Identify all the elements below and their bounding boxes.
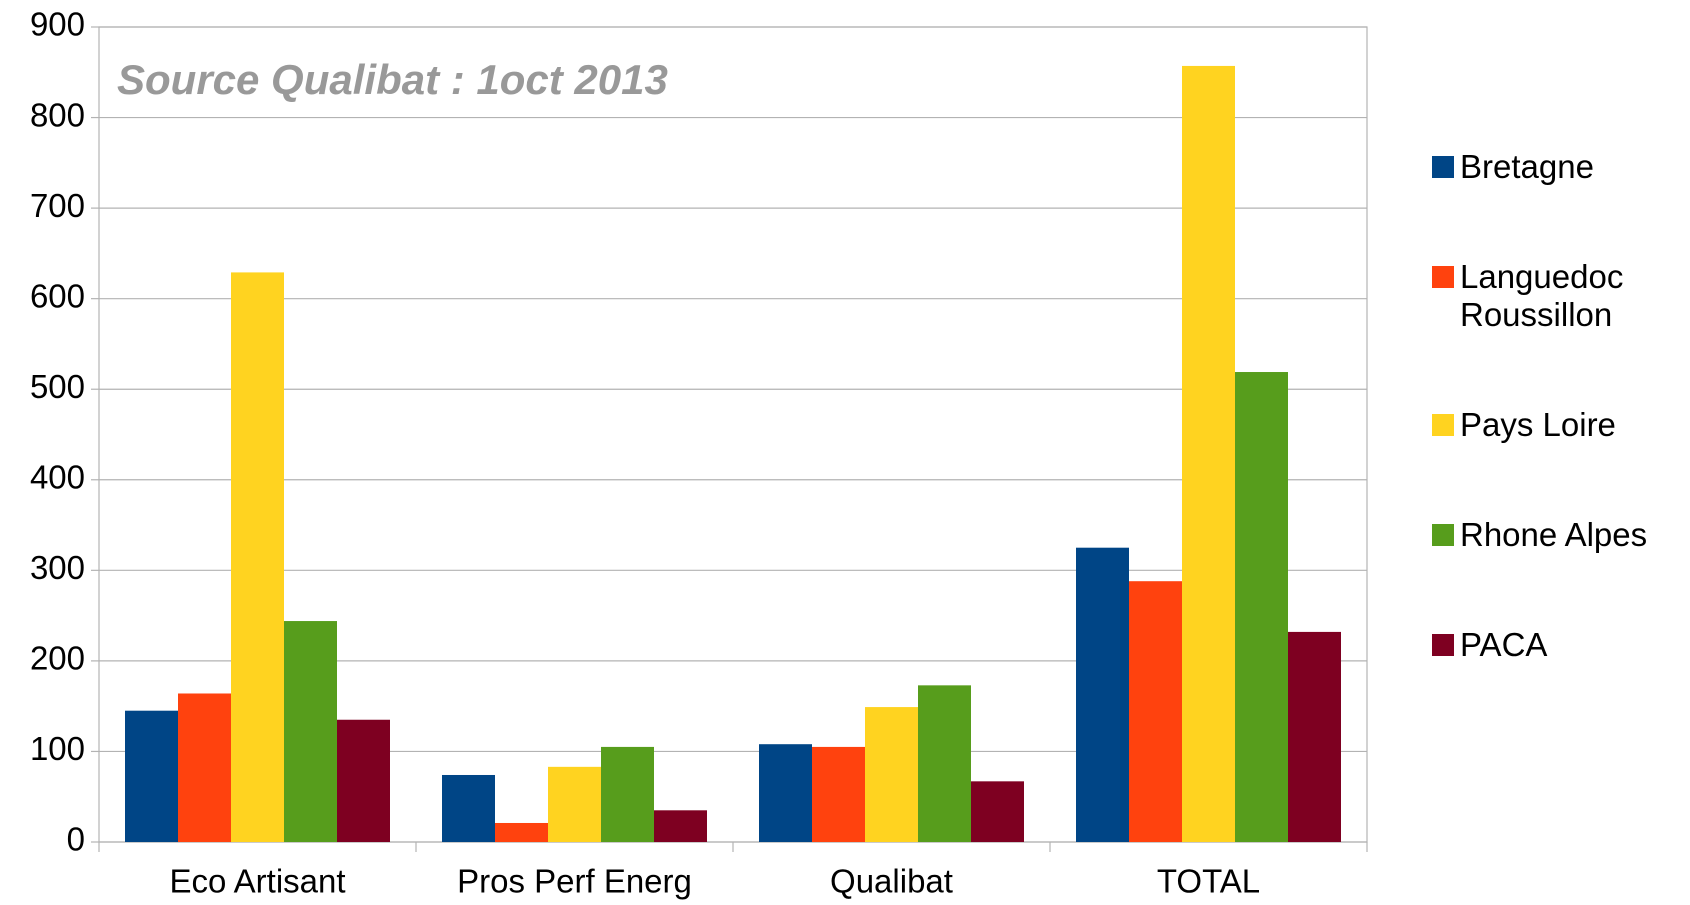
legend-item: Bretagne [1432, 148, 1672, 186]
legend-item: PACA [1432, 626, 1672, 664]
bar [759, 744, 812, 842]
x-tick-label: TOTAL [1157, 863, 1260, 900]
legend-label: Bretagne [1460, 148, 1594, 185]
y-tick-label: 400 [30, 458, 85, 495]
bar [654, 810, 707, 842]
legend: Bretagne Languedoc Roussillon Pays Loire Rh… [1432, 148, 1672, 664]
bar [1235, 372, 1288, 842]
bar [812, 746, 865, 842]
y-tick-label: 300 [30, 549, 85, 586]
y-tick-label: 500 [30, 368, 85, 405]
bar [1182, 65, 1235, 842]
bar [865, 707, 918, 842]
y-tick-label: 700 [30, 187, 85, 224]
legend-label: Rhone Alpes [1460, 516, 1648, 553]
bar [601, 746, 654, 842]
x-tick-label: Pros Perf Energ [457, 863, 692, 900]
legend-swatch [1432, 414, 1454, 436]
bar [125, 710, 178, 842]
legend-label: PACA [1460, 626, 1548, 663]
bar [495, 822, 548, 842]
x-tick-label: Eco Artisant [169, 863, 345, 900]
bar [548, 766, 601, 842]
legend-label: Languedoc Roussillon [1460, 258, 1624, 333]
y-tick-label: 600 [30, 277, 85, 314]
legend-swatch [1432, 524, 1454, 546]
legend-swatch [1432, 634, 1454, 656]
legend-swatch [1432, 266, 1454, 288]
bar [1076, 547, 1129, 842]
bar [1129, 581, 1182, 842]
y-tick-label: 800 [30, 96, 85, 133]
bar [918, 685, 971, 842]
annotation: Source Qualibat : 1oct 2013 [117, 56, 668, 104]
legend-swatch [1432, 156, 1454, 178]
y-tick-label: 200 [30, 640, 85, 677]
y-tick-label: 100 [30, 730, 85, 767]
bar [971, 781, 1024, 842]
legend-item: Rhone Alpes [1432, 516, 1672, 554]
bar [178, 693, 231, 842]
y-tick-label: 0 [67, 821, 85, 858]
bar [1288, 631, 1341, 842]
bar [284, 621, 337, 842]
y-tick-label: 900 [30, 6, 85, 43]
legend-label: Pays Loire [1460, 406, 1616, 443]
legend-item: Languedoc Roussillon [1432, 258, 1672, 334]
x-tick-label: Qualibat [830, 863, 953, 900]
bar [231, 272, 284, 843]
bar [442, 774, 495, 842]
legend-item: Pays Loire [1432, 406, 1672, 444]
bar [337, 719, 390, 842]
